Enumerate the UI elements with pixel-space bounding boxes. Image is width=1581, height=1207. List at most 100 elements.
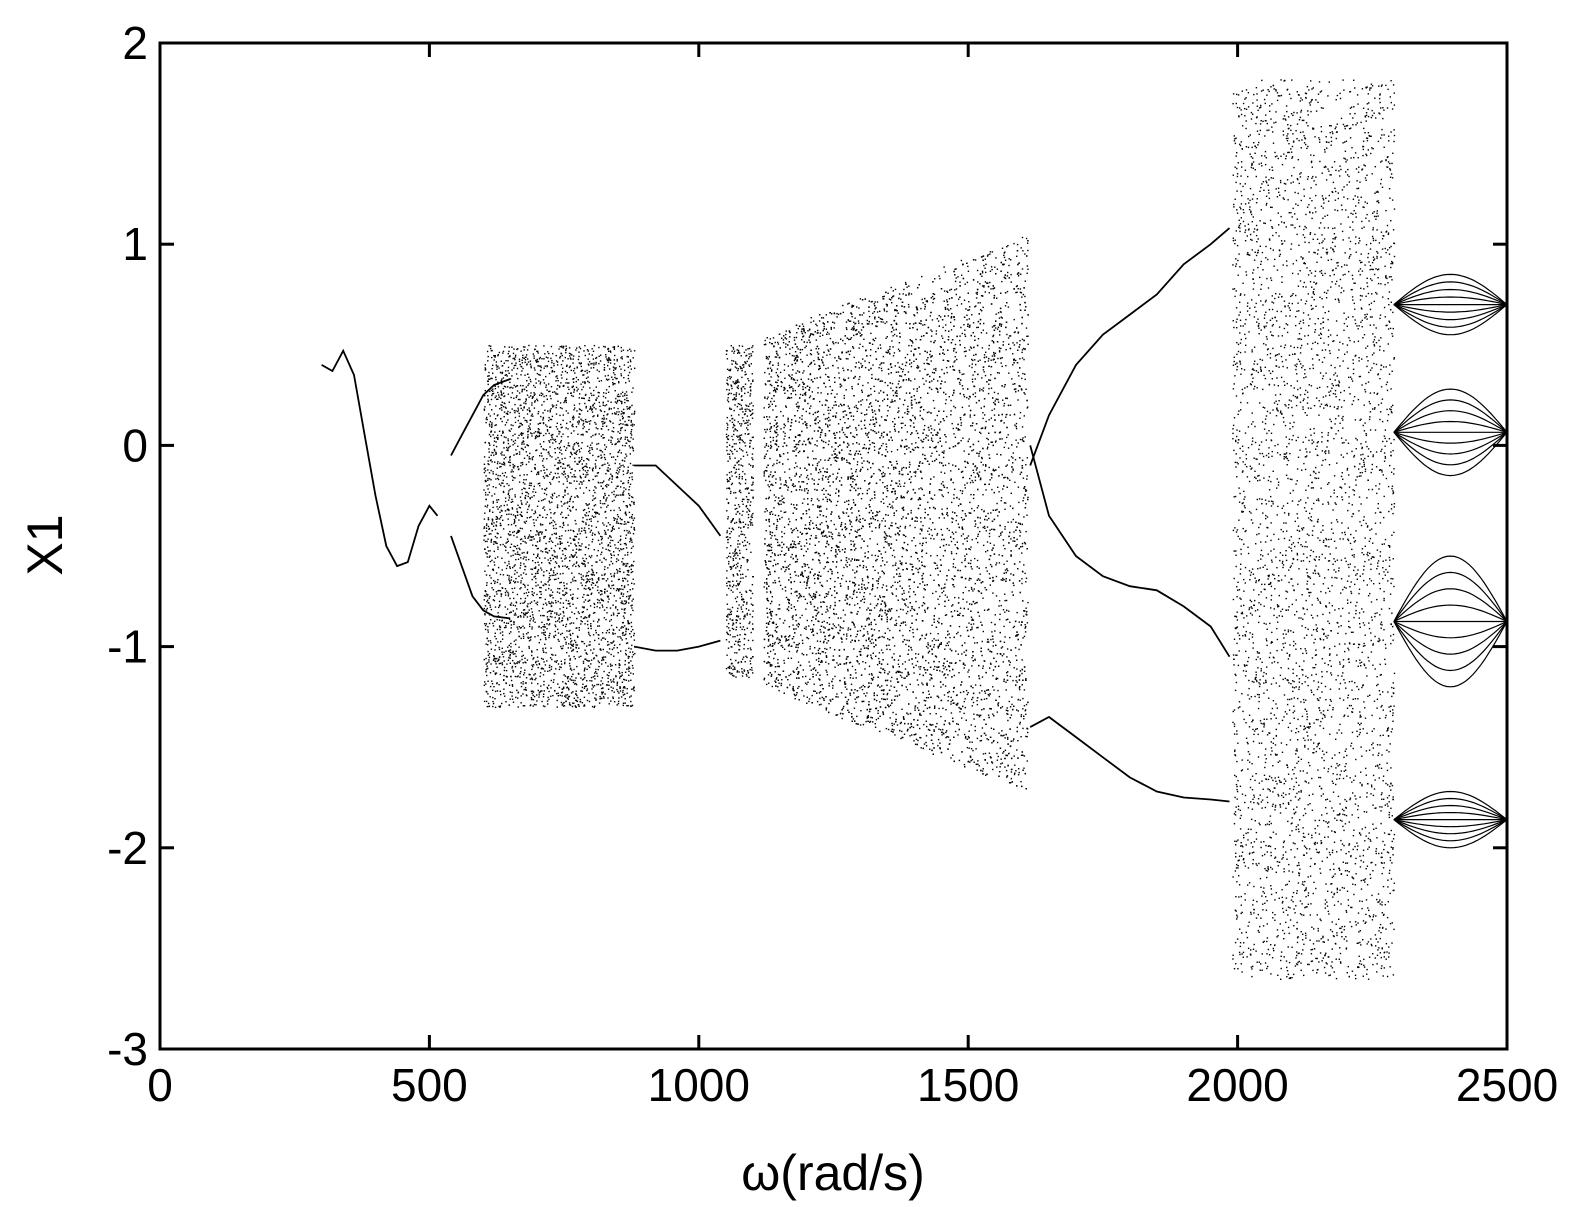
chaos-point — [530, 432, 531, 433]
chaos-point — [570, 658, 571, 659]
chaos-point — [632, 667, 633, 668]
chaos-point — [569, 466, 570, 467]
chaos-point — [603, 392, 604, 393]
chaos-point — [579, 449, 580, 450]
chaos-point — [527, 637, 528, 638]
chaos-point — [510, 555, 511, 556]
chaos-point — [613, 427, 614, 428]
chaos-point — [488, 519, 489, 520]
chaos-point — [496, 437, 497, 438]
chaos-point — [533, 618, 534, 619]
chaos-point — [516, 608, 517, 609]
chaos-point — [567, 524, 568, 525]
chaos-point — [561, 427, 562, 428]
chaos-point — [560, 667, 561, 668]
chaos-point — [620, 628, 621, 629]
chaos-point — [747, 569, 748, 570]
chaos-point — [613, 647, 614, 648]
chaos-point — [580, 574, 581, 575]
chaos-point — [532, 679, 533, 680]
chaos-point — [521, 443, 522, 444]
chaos-point — [730, 522, 731, 523]
chaos-point — [604, 369, 605, 370]
chaos-point — [604, 367, 605, 368]
chaos-point — [536, 694, 537, 695]
chaos-point — [578, 538, 579, 539]
chaos-point — [487, 629, 488, 630]
chaos-point — [503, 656, 504, 657]
chaos-point — [737, 588, 738, 589]
chaos-point — [576, 545, 577, 546]
chaos-point — [532, 588, 533, 589]
chaos-point — [735, 497, 736, 498]
chaos-point — [549, 610, 550, 611]
chaos-point — [524, 458, 525, 459]
chaos-point — [491, 455, 492, 456]
chaos-point — [584, 669, 585, 670]
chaos-point — [508, 579, 509, 580]
chaos-point — [739, 423, 740, 424]
chaos-point — [572, 362, 573, 363]
chaos-point — [493, 526, 494, 527]
chaos-point — [619, 660, 620, 661]
chaos-point — [504, 464, 505, 465]
chaos-point — [587, 578, 588, 579]
chaos-point — [566, 447, 567, 448]
chaos-point — [551, 419, 552, 420]
chaos-point — [488, 602, 489, 603]
chaos-point — [559, 443, 560, 444]
chaos-point — [631, 636, 632, 637]
chaos-point — [574, 640, 575, 641]
chaos-point — [568, 603, 569, 604]
chaos-point — [613, 688, 614, 689]
chaos-point — [616, 378, 617, 379]
chaos-point — [562, 681, 563, 682]
chaos-point — [596, 427, 597, 428]
chaos-point — [726, 429, 727, 430]
chaos-point — [507, 419, 508, 420]
chaos-point — [588, 515, 589, 516]
chaos-point — [750, 389, 751, 390]
chaos-point — [608, 361, 609, 362]
chaos-point — [547, 399, 548, 400]
chaos-point — [601, 593, 602, 594]
chaos-point — [488, 460, 489, 461]
chaos-point — [740, 368, 741, 369]
chaos-point — [734, 410, 735, 411]
chaos-point — [513, 477, 514, 478]
chaos-point — [598, 638, 599, 639]
chaos-point — [568, 442, 569, 443]
chaos-point — [626, 424, 627, 425]
chaos-point — [484, 472, 485, 473]
chaos-point — [569, 353, 570, 354]
chaos-point — [596, 386, 597, 387]
chaos-point — [750, 647, 751, 648]
chaos-point — [553, 636, 554, 637]
chaos-point — [561, 501, 562, 502]
chaos-point — [519, 662, 520, 663]
chaos-point — [549, 541, 550, 542]
chaos-point — [633, 357, 634, 358]
chaos-point — [497, 579, 498, 580]
chaos-point — [622, 639, 623, 640]
chaos-point — [741, 405, 742, 406]
chaos-point — [587, 381, 588, 382]
chaos-point — [750, 669, 751, 670]
chaos-point — [535, 562, 536, 563]
chaos-point — [567, 358, 568, 359]
chaos-point — [609, 621, 610, 622]
chaos-point — [603, 415, 604, 416]
chaos-point — [562, 692, 563, 693]
chaos-point — [615, 496, 616, 497]
chaos-point — [738, 414, 739, 415]
chaos-point — [531, 628, 532, 629]
chaos-point — [560, 407, 561, 408]
chaos-point — [509, 457, 510, 458]
chaos-point — [563, 611, 564, 612]
chaos-point — [748, 499, 749, 500]
chaos-point — [556, 612, 557, 613]
chaos-point — [599, 406, 600, 407]
chaos-point — [748, 433, 749, 434]
chaos-point — [617, 691, 618, 692]
chaos-point — [509, 598, 510, 599]
